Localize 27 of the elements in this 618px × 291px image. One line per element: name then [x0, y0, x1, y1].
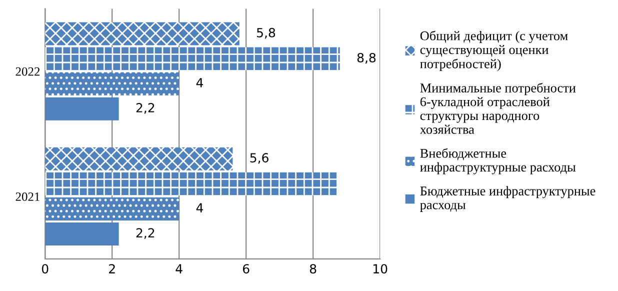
x-tick-label: 0	[42, 264, 48, 274]
bar	[45, 47, 340, 70]
legend-label: Минимальные потребности 6-укладной отраслевой структуры народного хозяйства	[420, 82, 576, 134]
bar	[45, 72, 180, 96]
data-label: 5,6	[250, 153, 268, 164]
data-label: 8,8	[357, 52, 376, 64]
legend-label: Бюджетные инфраструктурные расходы	[420, 186, 596, 212]
data-label: 2,2	[136, 103, 154, 114]
data-label: 4	[196, 203, 204, 212]
y-tick-label: 2022	[16, 67, 40, 76]
bar	[45, 222, 119, 246]
x-tick-label: 6	[242, 264, 250, 274]
data-label: 4	[196, 78, 204, 88]
x-tick-label: 4	[176, 264, 182, 274]
x-tick-label: 8	[310, 264, 316, 274]
bar	[45, 197, 180, 220]
bar	[45, 147, 233, 170]
y-tick-label: 2021	[16, 192, 40, 201]
data-label: 2,2	[136, 228, 154, 239]
x-tick-label: 2	[109, 264, 115, 274]
x-tick-label: 10	[373, 264, 388, 274]
bar	[45, 22, 240, 46]
bar	[45, 172, 337, 196]
bar	[45, 97, 119, 120]
legend-label: Внебюджетные инфраструктурные расходы	[420, 148, 576, 174]
data-label: 5,8	[257, 28, 276, 39]
legend-label: Общий дефицит (с учетом существующей оценки потребностей)	[420, 30, 568, 71]
